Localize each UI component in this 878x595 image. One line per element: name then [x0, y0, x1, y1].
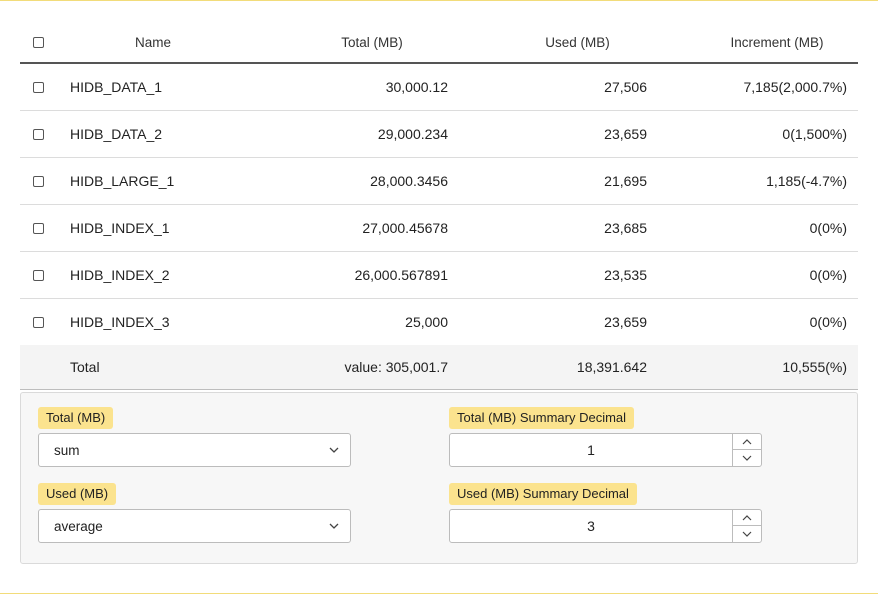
table-row[interactable]: HIDB_INDEX_2 26,000.567891 23,535 0(0%) [20, 252, 858, 299]
table-row[interactable]: HIDB_LARGE_1 28,000.3456 21,695 1,185(-4… [20, 158, 858, 205]
summary-increment: 10,555(%) [782, 359, 847, 375]
top-border [0, 0, 878, 1]
table-row[interactable]: HIDB_INDEX_3 25,000 23,659 0(0%) [20, 299, 858, 345]
used-decimal-label: Used (MB) Summary Decimal [449, 483, 637, 505]
row-checkbox[interactable] [32, 316, 44, 328]
summary-total: value: 305,001.7 [344, 359, 448, 375]
row-checkbox[interactable] [32, 128, 44, 140]
cell-total: 27,000.45678 [362, 220, 448, 236]
table-row[interactable]: HIDB_DATA_1 30,000.12 27,506 7,185(2,000… [20, 64, 858, 111]
cell-total: 30,000.12 [385, 79, 448, 95]
chevron-down-icon [329, 523, 339, 529]
total-summary-select-value: sum [54, 442, 80, 458]
chevron-down-icon [742, 531, 752, 537]
cell-increment: 0(0%) [809, 220, 847, 236]
grid-header: Name Total (MB) Used (MB) Increment (MB) [20, 22, 858, 64]
cell-name: HIDB_INDEX_2 [70, 267, 170, 283]
cell-used: 23,685 [604, 220, 647, 236]
summary-label: Total [70, 359, 100, 375]
column-header-used[interactable]: Used (MB) [545, 34, 610, 50]
cell-name: HIDB_DATA_2 [70, 126, 163, 142]
bottom-border [0, 593, 878, 594]
total-label: Total (MB) [38, 407, 114, 429]
cell-name: HIDB_LARGE_1 [70, 173, 175, 189]
total-decimal-label: Total (MB) Summary Decimal [449, 407, 635, 429]
cell-total: 26,000.567891 [354, 267, 448, 283]
column-header-increment[interactable]: Increment (MB) [730, 34, 824, 50]
cell-used: 23,659 [604, 126, 647, 142]
select-all-checkbox[interactable] [32, 36, 44, 48]
chevron-down-icon [742, 455, 752, 461]
cell-used: 21,695 [604, 173, 647, 189]
used-decimal-stepper[interactable]: 3 [449, 509, 762, 543]
row-checkbox[interactable] [32, 81, 44, 93]
cell-used: 23,659 [604, 314, 647, 330]
cell-increment: 1,185(-4.7%) [766, 173, 847, 189]
total-summary-select[interactable]: sum [38, 433, 351, 467]
row-checkbox[interactable] [32, 222, 44, 234]
decrement-button[interactable] [733, 526, 761, 542]
data-grid: Name Total (MB) Used (MB) Increment (MB)… [20, 22, 858, 390]
chevron-up-icon [742, 438, 752, 444]
summary-row: Total value: 305,001.7 18,391.642 10,555… [20, 345, 858, 390]
used-decimal-value[interactable]: 3 [587, 518, 595, 534]
row-checkbox[interactable] [32, 269, 44, 281]
cell-used: 23,535 [604, 267, 647, 283]
cell-total: 25,000 [405, 314, 448, 330]
cell-increment: 0(0%) [809, 267, 847, 283]
cell-name: HIDB_INDEX_1 [70, 220, 170, 236]
summary-settings-panel: Total (MB) sum Total (MB) Summary Decima… [20, 392, 858, 564]
column-header-total[interactable]: Total (MB) [341, 34, 403, 50]
cell-increment: 7,185(2,000.7%) [743, 79, 847, 95]
increment-button[interactable] [733, 510, 761, 526]
cell-increment: 0(1,500%) [782, 126, 847, 142]
column-header-name[interactable]: Name [134, 34, 171, 50]
cell-total: 29,000.234 [377, 126, 448, 142]
table-row[interactable]: HIDB_INDEX_1 27,000.45678 23,685 0(0%) [20, 205, 858, 252]
summary-used: 18,391.642 [576, 359, 647, 375]
decrement-button[interactable] [733, 450, 761, 466]
cell-increment: 0(0%) [809, 314, 847, 330]
cell-total: 28,000.3456 [370, 173, 448, 189]
cell-name: HIDB_INDEX_3 [70, 314, 170, 330]
total-decimal-value[interactable]: 1 [587, 442, 595, 458]
used-summary-select[interactable]: average [38, 509, 351, 543]
total-decimal-stepper[interactable]: 1 [449, 433, 762, 467]
row-checkbox[interactable] [32, 175, 44, 187]
select-all-cell [20, 36, 56, 48]
increment-button[interactable] [733, 434, 761, 450]
cell-used: 27,506 [604, 79, 647, 95]
chevron-up-icon [742, 514, 752, 520]
table-row[interactable]: HIDB_DATA_2 29,000.234 23,659 0(1,500%) [20, 111, 858, 158]
used-summary-select-value: average [54, 518, 103, 534]
cell-name: HIDB_DATA_1 [70, 79, 163, 95]
used-label: Used (MB) [38, 483, 117, 505]
chevron-down-icon [329, 447, 339, 453]
